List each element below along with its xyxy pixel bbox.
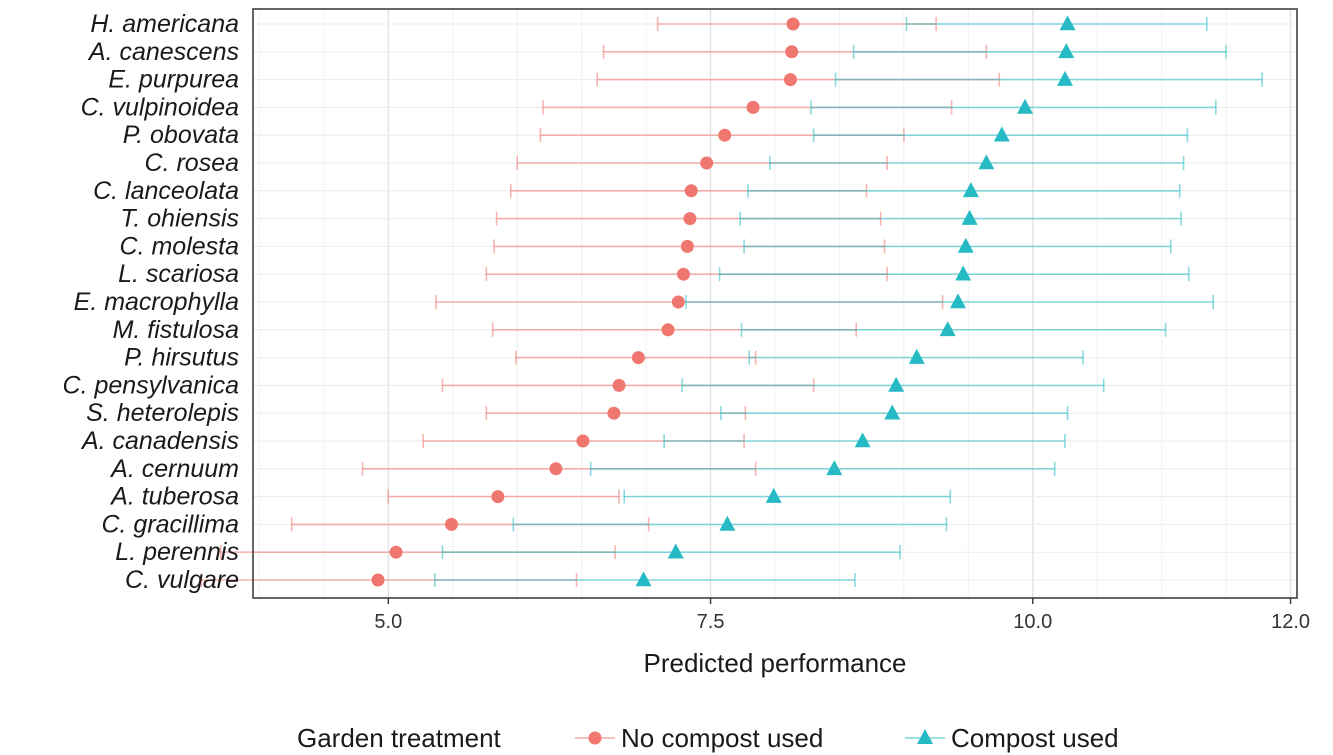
point-compost bbox=[719, 515, 736, 531]
species-label: L. scariosa bbox=[118, 260, 239, 288]
point-no-compost bbox=[746, 100, 760, 114]
species-label: C. gracillima bbox=[101, 510, 239, 538]
data-markers bbox=[371, 15, 1076, 587]
point-no-compost bbox=[684, 184, 698, 198]
point-compost bbox=[1058, 43, 1075, 59]
point-no-compost bbox=[612, 378, 626, 392]
point-no-compost bbox=[680, 239, 694, 253]
point-compost bbox=[978, 154, 995, 170]
legend: Garden treatment No compost used Compost … bbox=[297, 723, 1119, 753]
species-label: A. cernuum bbox=[109, 455, 239, 483]
point-no-compost bbox=[683, 212, 697, 226]
point-no-compost bbox=[444, 517, 458, 531]
point-compost bbox=[1059, 15, 1076, 31]
point-no-compost bbox=[671, 295, 685, 309]
point-compost bbox=[826, 460, 843, 476]
species-label: C. molesta bbox=[120, 232, 240, 260]
point-compost bbox=[950, 293, 967, 309]
x-axis-ticks: 5.0 7.5 10.0 12.0 bbox=[374, 598, 1310, 633]
species-label: A. canadensis bbox=[80, 427, 239, 455]
point-compost bbox=[908, 348, 925, 364]
point-no-compost bbox=[700, 156, 714, 170]
species-label: L. perennis bbox=[115, 538, 239, 566]
species-label: H. americana bbox=[90, 10, 239, 38]
point-compost bbox=[955, 265, 972, 281]
point-compost bbox=[962, 182, 979, 198]
point-no-compost bbox=[786, 17, 800, 31]
species-label: C. pensylvanica bbox=[63, 371, 240, 399]
point-no-compost bbox=[676, 267, 690, 281]
species-label: M. fistulosa bbox=[113, 316, 240, 344]
point-no-compost bbox=[371, 573, 385, 587]
species-label: C. lanceolata bbox=[93, 177, 239, 205]
x-tick-label: 12.0 bbox=[1271, 611, 1310, 633]
species-label: P. hirsutus bbox=[124, 344, 239, 372]
point-compost bbox=[667, 543, 684, 559]
legend-label: No compost used bbox=[621, 723, 823, 753]
plot-frame bbox=[252, 8, 1298, 599]
point-no-compost bbox=[718, 128, 732, 142]
species-label: C. rosea bbox=[145, 149, 240, 177]
legend-key-marker bbox=[917, 729, 933, 744]
point-no-compost bbox=[785, 45, 799, 59]
x-tick-label: 7.5 bbox=[697, 611, 725, 633]
point-compost bbox=[888, 376, 905, 392]
point-no-compost bbox=[783, 73, 797, 87]
species-label: T. ohiensis bbox=[120, 205, 239, 233]
point-compost bbox=[884, 404, 901, 420]
point-compost bbox=[765, 487, 782, 503]
point-compost bbox=[993, 126, 1010, 142]
species-label: A. tuberosa bbox=[109, 483, 239, 511]
legend-key-marker bbox=[588, 731, 602, 745]
point-no-compost bbox=[389, 545, 403, 559]
point-compost bbox=[957, 237, 974, 253]
point-no-compost bbox=[631, 351, 645, 365]
x-tick-label: 5.0 bbox=[374, 611, 402, 633]
point-no-compost bbox=[576, 434, 590, 448]
x-axis-title: Predicted performance bbox=[643, 648, 906, 678]
legend-label: Compost used bbox=[951, 723, 1119, 753]
point-compost bbox=[1057, 70, 1073, 86]
point-compost bbox=[961, 209, 978, 225]
point-no-compost bbox=[491, 490, 505, 504]
point-compost bbox=[939, 321, 956, 337]
species-label: P. obovata bbox=[123, 121, 239, 149]
point-no-compost bbox=[549, 462, 563, 476]
species-label: C. vulgare bbox=[125, 566, 239, 594]
species-label: A. canescens bbox=[87, 38, 239, 66]
species-label: E. purpurea bbox=[108, 66, 239, 94]
species-label: E. macrophylla bbox=[74, 288, 239, 316]
point-no-compost bbox=[607, 406, 621, 420]
point-compost bbox=[854, 432, 871, 448]
point-no-compost bbox=[661, 323, 675, 337]
species-label: C. vulpinoidea bbox=[81, 93, 240, 121]
x-tick-label: 10.0 bbox=[1013, 611, 1052, 633]
grid bbox=[253, 9, 1297, 598]
species-label: S. heterolepis bbox=[86, 399, 239, 427]
point-compost bbox=[635, 571, 652, 587]
point-compost bbox=[1017, 98, 1034, 114]
legend-title: Garden treatment bbox=[297, 723, 502, 753]
